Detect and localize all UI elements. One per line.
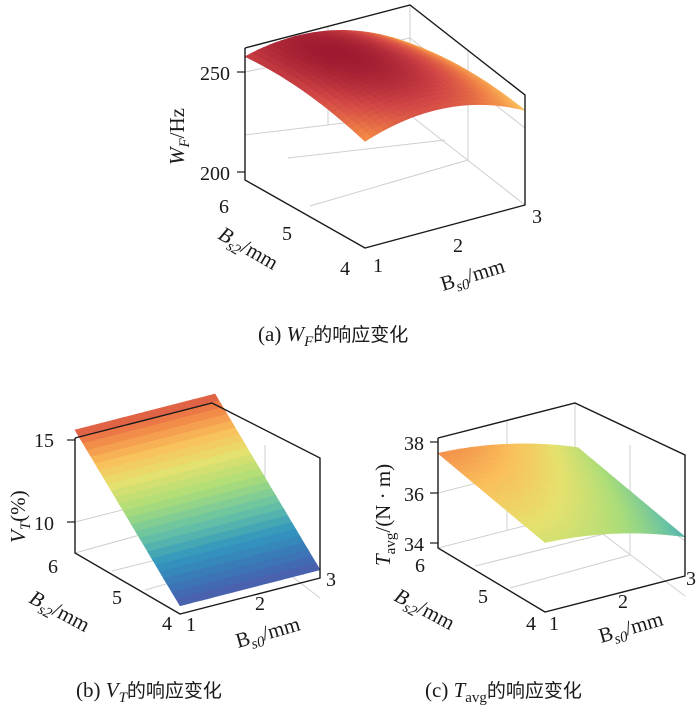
panel-a-z-label: WF/Hz bbox=[165, 108, 193, 165]
panel-c-box bbox=[430, 402, 686, 613]
panel-a-y-tick-6: 6 bbox=[219, 196, 229, 218]
panel-b-x-tick-3: 3 bbox=[326, 569, 336, 591]
panel-b-y-label: Bs2/mm bbox=[24, 585, 94, 640]
panel-c-z-label: Tavg/(N · m) bbox=[371, 464, 399, 566]
panel-a-y-tick-4: 4 bbox=[340, 258, 350, 280]
panel-b-caption: (b) VT的响应变化 bbox=[76, 678, 222, 706]
panel-c-surface-patch bbox=[540, 537, 552, 543]
panel-a-x-tick-2: 2 bbox=[453, 235, 463, 257]
panel-b-x-label: Bs0/mm bbox=[233, 612, 304, 657]
panel-b-box bbox=[67, 402, 321, 615]
panel-a-surface-patch bbox=[359, 132, 372, 142]
panel-b-y-tick-4: 4 bbox=[162, 613, 172, 635]
panel-c-x-tick-1: 1 bbox=[549, 613, 559, 635]
panel-b-x-tick-1: 1 bbox=[186, 614, 196, 636]
panel-a-caption: (a) WF的响应变化 bbox=[258, 322, 408, 350]
panel-c-z-tick-38: 38 bbox=[404, 433, 424, 455]
panel-a-z-tick-250: 250 bbox=[200, 63, 230, 85]
panel-b-z-tick-15: 15 bbox=[34, 430, 54, 452]
panel-a-y-tick-5: 5 bbox=[282, 223, 292, 245]
panel-b-z-tick-10: 10 bbox=[34, 513, 54, 535]
panel-c: 38 36 34 6 5 4 1 2 3 Tavg/(N · m) Bs2/mm… bbox=[371, 402, 696, 706]
panel-a-x-tick-3: 3 bbox=[532, 206, 542, 228]
panel-c-y-label: Bs2/mm bbox=[389, 583, 459, 638]
panel-b-surface bbox=[74, 393, 321, 607]
panel-c-y-tick-6: 6 bbox=[415, 555, 425, 577]
panel-a: 250 200 6 5 4 1 2 3 WF/Hz Bs2/mm Bs0/mm … bbox=[165, 4, 542, 350]
panel-c-caption: (c) Tavg的响应变化 bbox=[425, 678, 582, 706]
panel-a-z-tick-200: 200 bbox=[200, 163, 230, 185]
panel-a-y-label: Bs2/mm bbox=[213, 222, 283, 279]
panel-b-y-tick-6: 6 bbox=[48, 556, 58, 578]
panel-b-z-label: VT(%) bbox=[6, 490, 34, 543]
panel-c-z-tick-34: 34 bbox=[404, 534, 424, 556]
panel-c-x-label: Bs0/mm bbox=[596, 607, 667, 652]
panel-b-x-tick-2: 2 bbox=[255, 593, 265, 615]
panel-c-x-tick-2: 2 bbox=[618, 591, 628, 613]
panel-b-y-tick-5: 5 bbox=[112, 587, 122, 609]
panel-a-box bbox=[237, 4, 526, 249]
panel-b: 15 10 6 5 4 1 2 3 VT(%) Bs2/mm Bs0/mm (b… bbox=[6, 393, 336, 706]
panel-b-surface-patch bbox=[175, 597, 186, 607]
panel-c-x-tick-3: 3 bbox=[686, 568, 696, 590]
panel-c-y-tick-4: 4 bbox=[526, 613, 536, 635]
panel-a-x-label: Bs0/mm bbox=[437, 254, 508, 300]
panel-c-surface bbox=[437, 443, 686, 543]
panel-a-surface bbox=[244, 29, 526, 142]
panel-a-x-tick-1: 1 bbox=[373, 255, 383, 277]
panel-c-y-tick-5: 5 bbox=[478, 586, 488, 608]
panel-c-z-tick-36: 36 bbox=[404, 484, 424, 506]
